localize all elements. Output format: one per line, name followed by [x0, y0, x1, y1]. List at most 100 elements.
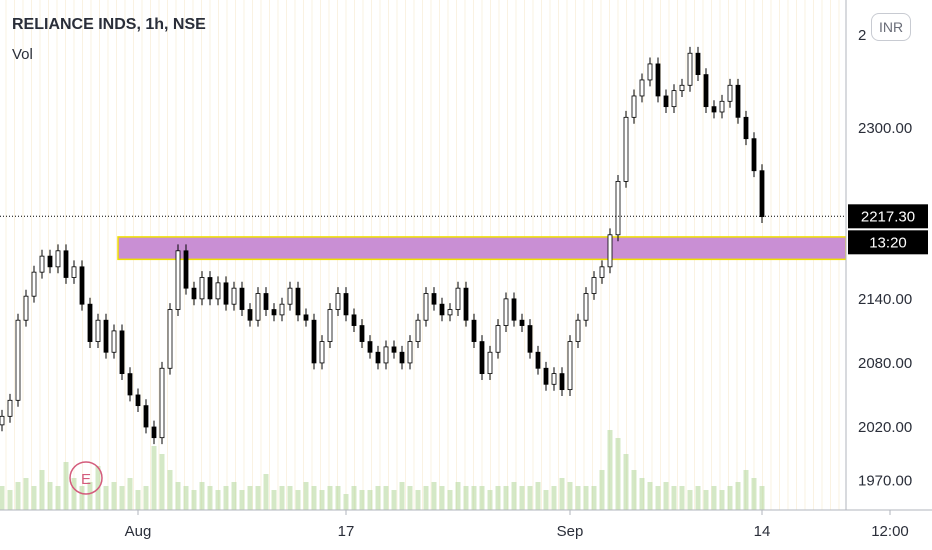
price-axis[interactable] [846, 0, 932, 510]
volume-bar [111, 482, 117, 510]
volume-bar [191, 490, 197, 510]
candle-body [215, 282, 221, 300]
volume-bar [695, 486, 701, 510]
candle-body [55, 250, 61, 268]
volume-bar [519, 486, 525, 510]
volume-bar [247, 486, 253, 510]
candle-body [527, 325, 533, 353]
volume-bar [279, 486, 285, 510]
y-tick-label: 2080.00 [858, 355, 912, 372]
volume-bar [159, 454, 165, 510]
earnings-event-badge[interactable] [69, 461, 103, 495]
volume-bar [343, 494, 349, 510]
volume-bar [527, 486, 533, 510]
candlesticks [0, 46, 765, 445]
volume-bar [439, 486, 445, 510]
volume-bar [679, 486, 685, 510]
candle-body [575, 319, 581, 342]
candle-body [87, 303, 93, 342]
candle-body [607, 234, 613, 268]
volume-bar [103, 486, 109, 510]
volume-bar [431, 482, 437, 510]
x-tick-label: Sep [557, 523, 584, 540]
candle-body [231, 287, 237, 305]
volume-bar [319, 490, 325, 510]
volume-bar [287, 486, 293, 510]
candle-body [591, 277, 597, 294]
time-axis[interactable] [0, 510, 932, 550]
volume-bar [567, 482, 573, 510]
volume-bar [551, 486, 557, 510]
candle-body [31, 271, 37, 297]
candle-body [111, 330, 117, 353]
volume-bar [743, 470, 749, 510]
volume-bar [335, 486, 341, 510]
volume-bar [263, 474, 269, 510]
candle-body [223, 282, 229, 305]
volume-bar [143, 486, 149, 510]
volume-bar [367, 490, 373, 510]
candle-body [23, 295, 29, 321]
candle-body [319, 341, 325, 364]
volume-bar [175, 482, 181, 510]
currency-button[interactable]: INR [871, 13, 911, 41]
candle-body [759, 170, 765, 218]
volume-bar [55, 486, 61, 510]
supply-zone-rectangle[interactable] [117, 236, 847, 261]
volume-bar [391, 490, 397, 510]
volume-bar [591, 486, 597, 510]
candle-body [407, 341, 413, 364]
candle-body [167, 309, 173, 369]
volume-bar [215, 490, 221, 510]
candle-body [599, 266, 605, 278]
volume-bar [455, 482, 461, 510]
candle-body [679, 84, 685, 92]
candle-body [343, 293, 349, 316]
volume-bar [463, 486, 469, 510]
volume-bars [0, 430, 765, 510]
volume-bar [423, 486, 429, 510]
volume-bar [359, 490, 365, 510]
candle-body [143, 405, 149, 428]
candle-body [191, 287, 197, 300]
candle-body [687, 52, 693, 86]
symbol-title[interactable]: RELIANCE INDS, 1h, NSE [12, 16, 206, 33]
candle-body [543, 367, 549, 385]
candle-body [199, 277, 205, 300]
candle-body [519, 319, 525, 326]
candle-body [351, 314, 357, 326]
volume-bar [751, 478, 757, 510]
candle-body [487, 351, 493, 375]
volume-bar [607, 430, 613, 510]
candle-body [479, 341, 485, 375]
y-tick-label: 1970.00 [858, 472, 912, 489]
volume-bar [511, 482, 517, 510]
volume-bar [687, 490, 693, 510]
candle-body [271, 309, 277, 316]
volume-bar [535, 482, 541, 510]
candle-body [743, 116, 749, 140]
x-tick-label: 14 [754, 523, 771, 540]
candle-body [639, 79, 645, 97]
volume-bar [223, 486, 229, 510]
candle-body [247, 309, 253, 321]
volume-bar [79, 486, 85, 510]
volume-bar [575, 486, 581, 510]
candle-body [263, 293, 269, 310]
volume-bar [647, 482, 653, 510]
countdown-label-bg [848, 230, 928, 255]
volume-bar [63, 462, 69, 510]
volume-indicator-label[interactable]: Vol [12, 46, 33, 63]
candle-body [415, 319, 421, 342]
candle-body [615, 180, 621, 236]
candle-body [39, 255, 45, 273]
candle-body [159, 367, 165, 439]
volume-bar [239, 490, 245, 510]
candle-body [151, 426, 157, 439]
candle-body [239, 287, 245, 310]
candle-body [135, 394, 141, 407]
candle-body [495, 325, 501, 353]
volume-bar [399, 482, 405, 510]
candle-body [567, 341, 573, 391]
